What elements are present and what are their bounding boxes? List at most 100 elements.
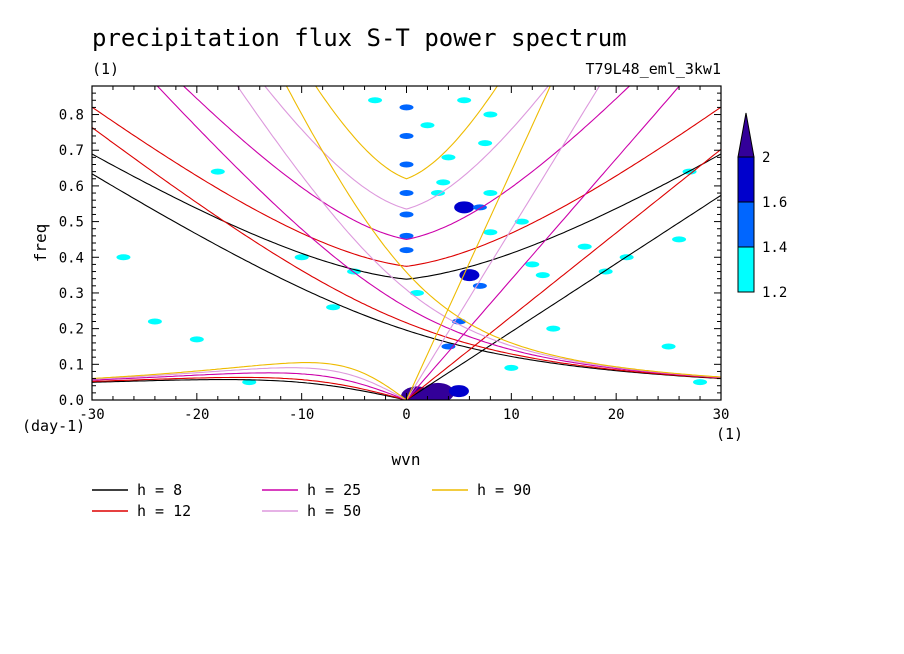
curve-mrg-h8 <box>92 173 721 380</box>
colorbar-label-3: 1.2 <box>762 285 787 301</box>
contour-blob-29 <box>577 243 592 250</box>
chart-subtitle-right: T79L48_eml_3kw1 <box>586 60 721 78</box>
contour-blob-7 <box>399 211 414 218</box>
y-tick-label-7: 0.7 <box>59 143 84 159</box>
contour-blob-34 <box>535 272 550 279</box>
contour-blob-6 <box>399 190 414 197</box>
curve-er1-h12 <box>92 376 407 400</box>
contour-blob-27 <box>525 261 540 268</box>
legend-label-h8: h = 8 <box>137 481 182 499</box>
x-axis-unit: (1) <box>716 425 743 443</box>
legend-label-h25: h = 25 <box>307 481 361 499</box>
legend-label-h12: h = 12 <box>137 502 191 520</box>
colorbar-label-2: 1.4 <box>762 240 787 256</box>
curve-ig1-h25 <box>182 86 631 240</box>
colorbar-segment-0 <box>737 156 755 203</box>
colorbar-segment-1 <box>737 201 755 248</box>
x-tick-label-3: 0 <box>402 407 410 423</box>
y-tick-label-4: 0.4 <box>59 250 84 266</box>
curve-er1-h25 <box>92 372 407 400</box>
contour-blob-10 <box>478 140 493 147</box>
contour-blob-2 <box>448 385 469 398</box>
curve-ig1-h8 <box>92 153 721 280</box>
contour-blob-33 <box>661 343 676 350</box>
curve-group-h50 <box>92 86 721 400</box>
contour-blob-13 <box>483 229 498 236</box>
contour-blob-22 <box>483 111 498 118</box>
contour-blob-37 <box>242 379 257 386</box>
colorbar-label-1: 1.6 <box>762 195 787 211</box>
contour-blob-41 <box>546 325 561 332</box>
axis-ticks: -30 -20 -10 0 10 20 30 0.0 0.1 0.2 0.3 0.4 0.5 0.6 0.7… <box>59 86 730 423</box>
y-axis-label: freq <box>31 224 50 263</box>
curve-mrg-h12 <box>92 127 721 379</box>
curve-kelvin-h8 <box>406 194 721 400</box>
curve-mrg-h50 <box>236 86 721 378</box>
curve-group-h25 <box>92 86 721 400</box>
y-tick-label-0: 0.0 <box>59 393 84 409</box>
contour-blob-45 <box>436 179 451 186</box>
plot-area: -30 -20 -10 0 10 20 30 0.0 0.1 0.2 0.3 0.4 0.5 0.6 0.7… <box>59 85 730 423</box>
contour-blob-8 <box>399 232 414 239</box>
y-tick-label-1: 0.1 <box>59 357 84 373</box>
x-tick-label-5: 20 <box>608 407 625 423</box>
colorbar-label-0: 2 <box>762 150 770 166</box>
contour-blob-25 <box>210 168 225 175</box>
contour-blob-23 <box>420 122 435 129</box>
colorbar-segment-2 <box>737 246 755 293</box>
y-tick-label-3: 0.3 <box>59 286 84 302</box>
contour-blob-40 <box>504 364 519 371</box>
curve-kelvin-h25 <box>406 86 681 400</box>
colorbar-arrow <box>737 112 755 158</box>
dispersion-curves <box>92 86 721 400</box>
x-tick-label-4: 10 <box>503 407 520 423</box>
colorbar: 2 1.6 1.4 1.2 <box>737 112 787 301</box>
contour-blob-14 <box>459 269 480 282</box>
y-axis-unit: (day-1) <box>22 417 85 435</box>
y-tick-label-2: 0.2 <box>59 322 84 338</box>
curve-ig1-h90 <box>315 86 498 180</box>
contour-blob-44 <box>326 304 341 311</box>
contour-blob-24 <box>116 254 131 261</box>
contour-blob-39 <box>409 289 424 296</box>
contour-blob-4 <box>399 132 414 139</box>
curve-kelvin-h50 <box>406 86 601 400</box>
contour-blob-43 <box>693 379 708 386</box>
contour-blob-18 <box>483 190 498 197</box>
contour-blob-42 <box>368 97 383 104</box>
x-tick-label-0: -30 <box>79 407 104 423</box>
contour-blob-28 <box>514 218 529 225</box>
x-tick-label-2: -10 <box>289 407 314 423</box>
curve-group-h90 <box>92 86 721 400</box>
curve-group-h12 <box>92 106 721 400</box>
contour-blob-26 <box>147 318 162 325</box>
legend: h = 8 h = 12 h = 25 h = 50 h = 90 <box>92 481 531 520</box>
contour-blob-21 <box>457 97 472 104</box>
contour-blob-36 <box>294 254 309 261</box>
chart-title: precipitation flux S-T power spectrum <box>92 24 627 52</box>
contour-blob-11 <box>454 201 475 214</box>
legend-label-h50: h = 50 <box>307 502 361 520</box>
curve-kelvin-h90 <box>405 86 551 400</box>
legend-label-h90: h = 90 <box>477 481 531 499</box>
curve-mrg-h90 <box>285 86 721 378</box>
contour-blob-38 <box>189 336 204 343</box>
x-tick-label-1: -20 <box>184 407 209 423</box>
x-axis-label: wvn <box>392 450 421 469</box>
x-tick-label-6: 30 <box>713 407 730 423</box>
y-tick-label-6: 0.6 <box>59 179 84 195</box>
contour-layer <box>116 97 708 400</box>
curve-er1-h50 <box>92 367 407 400</box>
contour-blob-3 <box>399 104 414 111</box>
contour-blob-5 <box>399 161 414 168</box>
curve-group-h8 <box>92 153 721 400</box>
curve-ig1-h12 <box>92 106 721 267</box>
curve-ig1-h50 <box>264 86 549 210</box>
chart-subtitle-left: (1) <box>92 60 119 78</box>
contour-blob-19 <box>430 190 445 197</box>
contour-blob-1 <box>400 386 433 400</box>
curve-kelvin-h12 <box>406 148 721 400</box>
y-tick-label-5: 0.5 <box>59 215 84 231</box>
contour-blob-20 <box>441 154 456 161</box>
